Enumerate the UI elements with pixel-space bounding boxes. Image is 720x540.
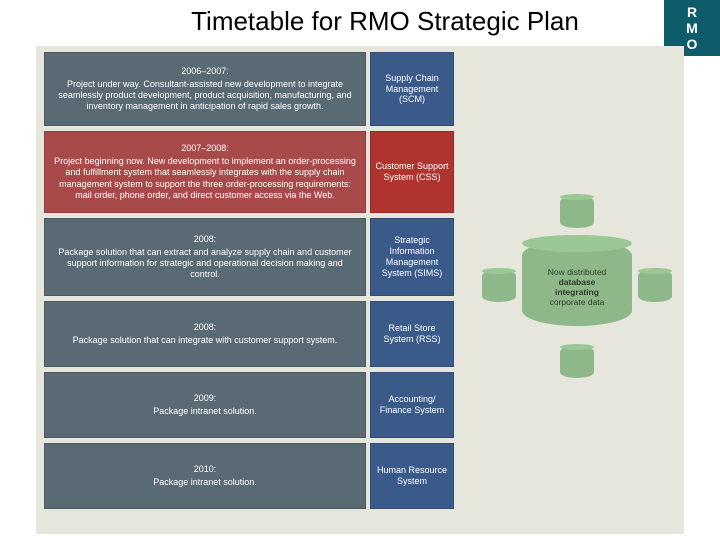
rmo-logo-line: O: [687, 36, 698, 52]
row-description: 2006–2007: Project under way. Consultant…: [44, 52, 366, 126]
row-text: Package solution that can integrate with…: [53, 335, 357, 346]
system-label: Accounting/ Finance System: [370, 372, 454, 438]
timeline-rows: 2006–2007: Project under way. Consultant…: [44, 52, 454, 509]
timeline-row: 2007–2008: Project beginning now. New de…: [44, 131, 454, 213]
system-label: Retail Store System (RSS): [370, 301, 454, 367]
system-label: Supply Chain Management (SCM): [370, 52, 454, 126]
row-year: 2009:: [53, 393, 357, 404]
row-description: 2007–2008: Project beginning now. New de…: [44, 131, 366, 213]
system-label: Strategic Information Management System …: [370, 218, 454, 296]
timeline-row: 2008: Package solution that can integrat…: [44, 301, 454, 367]
system-label: Customer Support System (CSS): [370, 131, 454, 213]
row-description: 2008: Package solution that can integrat…: [44, 301, 366, 367]
row-description: 2010: Package intranet solution.: [44, 443, 366, 509]
timeline-row: 2010: Package intranet solution. Human R…: [44, 443, 454, 509]
row-year: 2007–2008:: [53, 143, 357, 154]
rmo-logo-line: R: [687, 4, 697, 20]
central-database-icon: Now distributed database integrating cor…: [522, 240, 632, 326]
database-icon: [560, 196, 594, 228]
row-description: 2008: Package solution that can extract …: [44, 218, 366, 296]
timeline-row: 2009: Package intranet solution. Account…: [44, 372, 454, 438]
system-label: Human Resource System: [370, 443, 454, 509]
db-label-line: integrating: [555, 287, 599, 297]
row-text: Package intranet solution.: [53, 477, 357, 488]
row-text: Package intranet solution.: [53, 406, 357, 417]
row-year: 2006–2007:: [53, 66, 357, 77]
db-label-line: corporate data: [550, 297, 605, 307]
timeline-row: 2006–2007: Project under way. Consultant…: [44, 52, 454, 126]
timetable-diagram: 2006–2007: Project under way. Consultant…: [36, 46, 684, 534]
rmo-logo-line: M: [686, 20, 698, 36]
database-icon: [482, 270, 516, 302]
row-year: 2010:: [53, 464, 357, 475]
timeline-row: 2008: Package solution that can extract …: [44, 218, 454, 296]
row-text: Project under way. Consultant-assisted n…: [53, 79, 357, 113]
row-text: Package solution that can extract and an…: [53, 247, 357, 281]
db-label-line: database: [559, 277, 596, 287]
database-cluster: Now distributed database integrating cor…: [476, 196, 676, 396]
row-year: 2008:: [53, 234, 357, 245]
page-title: Timetable for RMO Strategic Plan: [0, 6, 720, 37]
row-text: Project beginning now. New development t…: [53, 156, 357, 201]
database-icon: [560, 346, 594, 378]
database-icon: [638, 270, 672, 302]
row-description: 2009: Package intranet solution.: [44, 372, 366, 438]
row-year: 2008:: [53, 322, 357, 333]
db-label-line: Now distributed: [548, 267, 607, 277]
